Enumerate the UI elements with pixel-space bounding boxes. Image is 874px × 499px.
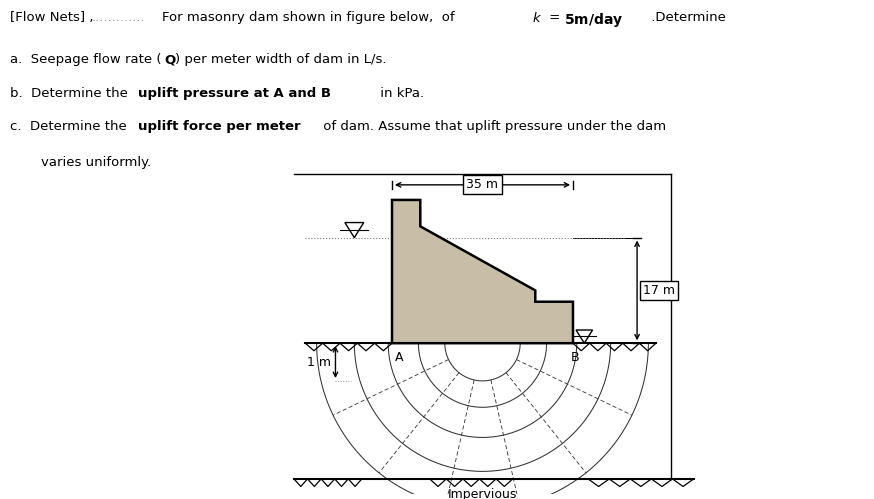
Text: A: A — [395, 351, 404, 364]
Text: .............: ............. — [92, 11, 145, 24]
Text: 1 m: 1 m — [307, 356, 331, 369]
Text: b.  Determine the: b. Determine the — [10, 87, 133, 100]
Text: varies uniformly.: varies uniformly. — [41, 157, 151, 170]
Text: For masonry dam shown in figure below,  of: For masonry dam shown in figure below, o… — [162, 11, 459, 24]
Text: B: B — [571, 351, 579, 364]
Text: ) per meter width of dam in L/s.: ) per meter width of dam in L/s. — [175, 53, 386, 66]
Text: of dam. Assume that uplift pressure under the dam: of dam. Assume that uplift pressure unde… — [319, 120, 666, 133]
Text: .Determine: .Determine — [647, 11, 725, 24]
Polygon shape — [392, 200, 573, 343]
Text: in kPa.: in kPa. — [376, 87, 424, 100]
Text: $\mathbf{5m/day}$: $\mathbf{5m/day}$ — [564, 11, 623, 29]
Text: Q: Q — [164, 53, 176, 66]
Text: [Flow Nets] ,: [Flow Nets] , — [10, 11, 94, 24]
Text: c.  Determine the: c. Determine the — [10, 120, 131, 133]
Text: uplift pressure at A and B: uplift pressure at A and B — [138, 87, 331, 100]
Text: $k$: $k$ — [532, 11, 543, 25]
Text: a.  Seepage flow rate (: a. Seepage flow rate ( — [10, 53, 162, 66]
Text: 35 m: 35 m — [467, 178, 498, 191]
Text: uplift force per meter: uplift force per meter — [138, 120, 301, 133]
Text: Impervious: Impervious — [447, 489, 517, 499]
Text: =: = — [545, 11, 564, 24]
Text: 17 m: 17 m — [642, 284, 675, 297]
